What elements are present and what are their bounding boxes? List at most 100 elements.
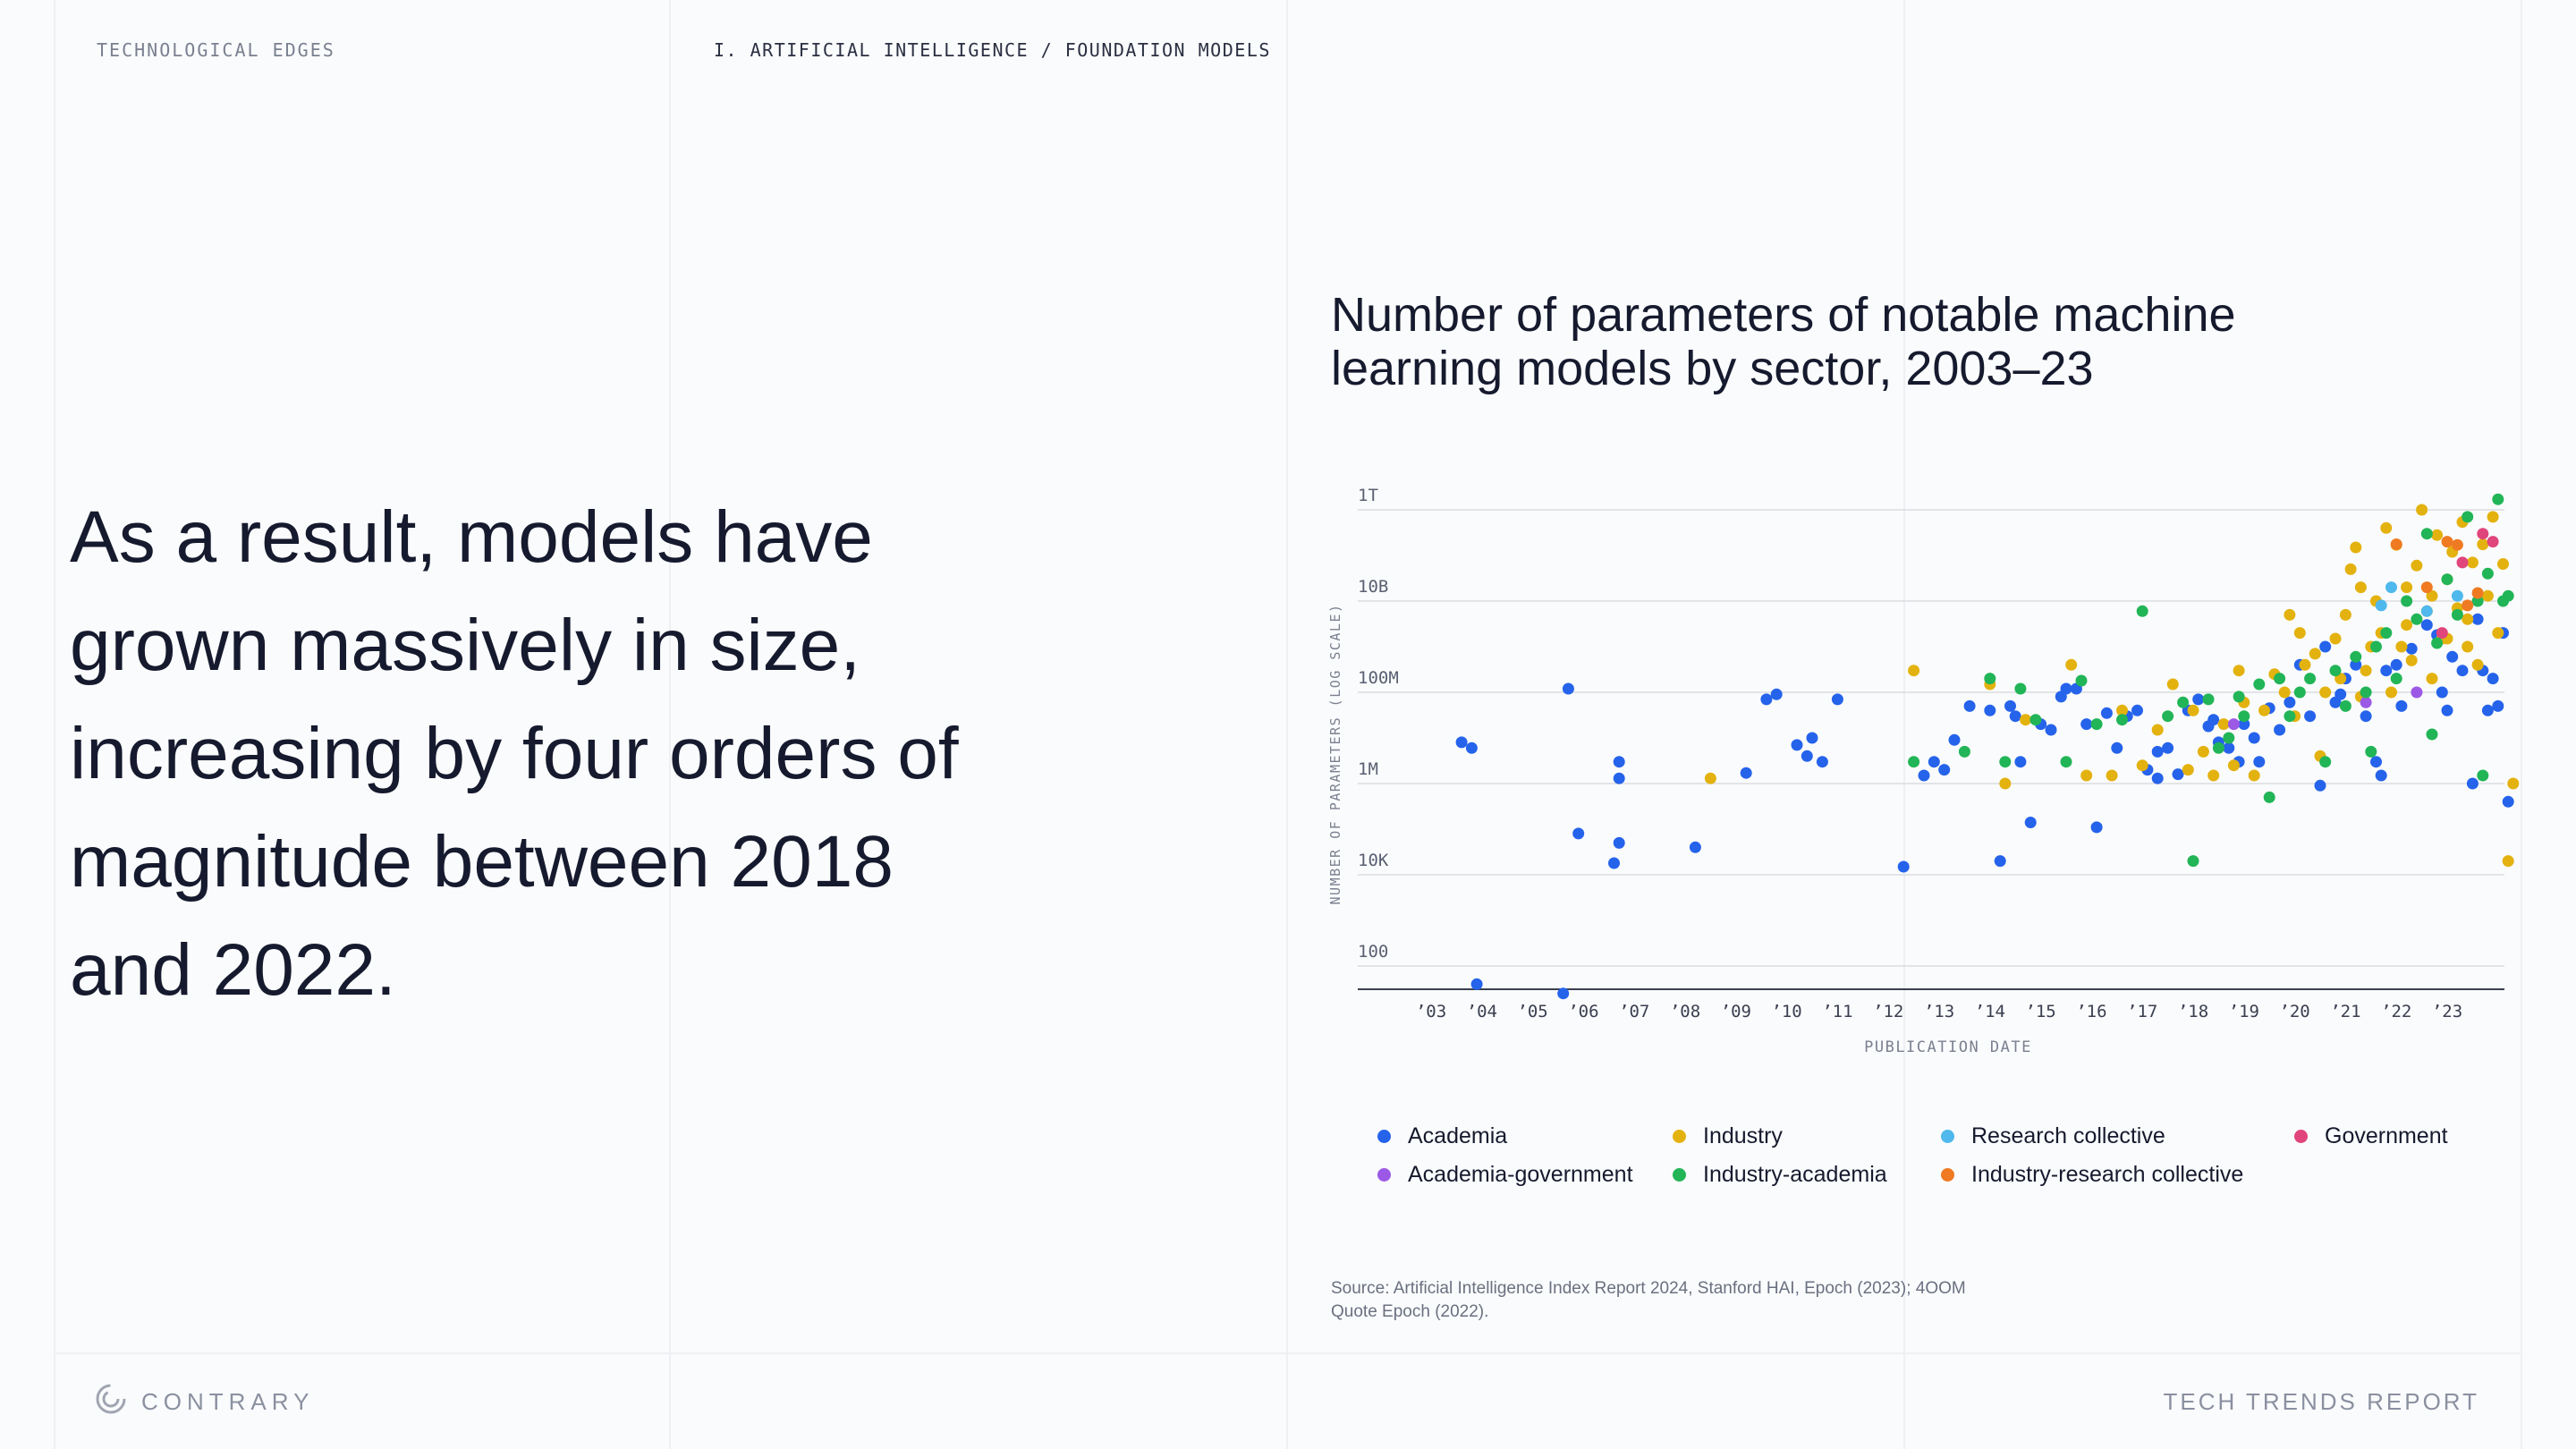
data-point-academia xyxy=(2131,704,2143,716)
legend-label: Industry-academia xyxy=(1703,1162,1887,1187)
report-name: TECH TRENDS REPORT xyxy=(2163,1388,2479,1415)
data-point-industry xyxy=(2136,759,2148,772)
data-point-industry xyxy=(2385,686,2397,699)
data-point-industry-academia xyxy=(1908,756,1920,768)
data-point-industry xyxy=(2217,718,2230,731)
data-point-industry xyxy=(2395,640,2408,653)
data-point-industry xyxy=(2462,613,2474,625)
legend-item: Academia xyxy=(1377,1123,1673,1149)
data-point-industry xyxy=(2293,627,2306,640)
breadcrumb: I. ARTIFICIAL INTELLIGENCE / FOUNDATION … xyxy=(714,39,1271,61)
data-point-academia xyxy=(2481,704,2494,716)
data-point-academia-government xyxy=(2411,686,2423,699)
data-point-academia xyxy=(2487,673,2499,685)
data-point-industry xyxy=(2471,658,2484,671)
data-point-academia xyxy=(1562,682,1574,695)
frame-line xyxy=(669,0,671,1449)
section-label: TECHNOLOGICAL EDGES xyxy=(97,39,335,61)
data-point-industry-academia xyxy=(2365,745,2377,758)
data-point-industry-academia xyxy=(2202,693,2215,706)
data-point-industry-academia xyxy=(2462,511,2474,523)
y-tick-label: 1M xyxy=(1358,759,1378,779)
data-point-academia xyxy=(1928,756,1940,768)
x-axis-label: PUBLICATION DATE xyxy=(1864,1038,2032,1056)
frame-line xyxy=(2521,0,2522,1449)
data-point-academia xyxy=(2172,768,2184,781)
data-point-industry-academia xyxy=(2471,595,2484,607)
data-point-industry-academia xyxy=(2090,718,2103,731)
legend-swatch xyxy=(1941,1130,1954,1143)
data-point-industry xyxy=(2401,619,2413,631)
data-point-academia xyxy=(2441,704,2453,716)
data-point-industry xyxy=(2278,686,2291,699)
legend-label: Research collective xyxy=(1971,1123,2165,1148)
data-point-industry xyxy=(2258,704,2270,716)
data-point-industry xyxy=(2284,608,2296,621)
data-point-industry-academia xyxy=(2502,589,2514,602)
x-tick-label: ’09 xyxy=(1721,1002,1751,1021)
data-point-industry xyxy=(2080,769,2093,782)
data-point-industry-academia xyxy=(2411,613,2423,625)
data-point-industry xyxy=(2116,704,2128,716)
data-point-industry xyxy=(2197,745,2209,758)
x-tick-label: ’21 xyxy=(2330,1002,2360,1021)
data-point-industry-academia xyxy=(2426,728,2438,741)
data-point-industry xyxy=(1908,665,1920,677)
data-point-academia xyxy=(2223,741,2235,754)
data-point-industry-academia xyxy=(2441,573,2453,586)
data-point-industry-academia xyxy=(2060,756,2072,768)
data-point-industry-academia xyxy=(2431,637,2444,649)
y-tick-label: 10B xyxy=(1358,577,1388,597)
data-point-academia xyxy=(1948,733,1961,746)
x-tick-label: ’08 xyxy=(1670,1002,1700,1021)
data-point-research-collective xyxy=(2420,605,2433,617)
data-point-industry xyxy=(2466,556,2479,569)
data-point-industry-academia xyxy=(2293,686,2306,699)
data-point-industry-academia xyxy=(2481,567,2494,580)
data-point-industry xyxy=(2319,686,2332,699)
data-point-industry-academia xyxy=(2075,674,2088,687)
footer-divider xyxy=(54,1352,2522,1354)
data-point-industry xyxy=(2492,627,2504,640)
data-point-industry-academia xyxy=(2253,678,2266,691)
data-point-academia xyxy=(2192,693,2205,706)
data-point-industry xyxy=(2401,581,2413,594)
data-point-academia xyxy=(2466,777,2479,790)
data-point-academia xyxy=(2100,707,2113,719)
data-point-industry xyxy=(2487,511,2499,523)
x-tick-label: ’20 xyxy=(2279,1002,2309,1021)
data-point-industry-academia xyxy=(2136,605,2148,617)
data-point-government xyxy=(2477,528,2489,540)
data-point-industry xyxy=(2431,529,2444,541)
data-point-academia xyxy=(2253,756,2266,768)
data-point-industry-academia xyxy=(1999,756,2012,768)
data-point-academia xyxy=(1831,693,1843,706)
data-point-industry xyxy=(2207,769,2220,782)
data-point-industry-academia xyxy=(2477,769,2489,782)
data-point-industry xyxy=(2233,665,2245,677)
data-point-industry xyxy=(2106,769,2118,782)
data-point-industry xyxy=(2299,658,2311,671)
data-point-industry xyxy=(2481,589,2494,602)
x-tick-label: ’15 xyxy=(2025,1002,2055,1021)
frame-line xyxy=(1286,0,1288,1449)
data-point-academia xyxy=(2456,665,2469,677)
data-point-academia xyxy=(1918,769,1930,782)
data-point-industry xyxy=(2344,563,2357,575)
chart-title: Number of parameters of notable machine … xyxy=(1331,288,2236,395)
data-point-academia xyxy=(2248,732,2260,744)
data-point-industry-research-collective xyxy=(2462,599,2474,612)
data-point-industry-academia xyxy=(2492,493,2504,505)
data-point-industry xyxy=(2426,673,2438,685)
data-point-industry-academia xyxy=(1958,745,1970,758)
data-point-industry-academia xyxy=(2390,673,2402,685)
data-point-academia-government xyxy=(2360,696,2372,708)
legend-swatch xyxy=(2294,1130,2308,1143)
data-point-industry-academia xyxy=(2304,673,2317,685)
data-point-academia xyxy=(2304,710,2317,723)
data-point-industry-academia xyxy=(2350,650,2362,663)
y-tick-label: 10K xyxy=(1358,851,1389,870)
data-point-industry xyxy=(2416,504,2428,516)
data-point-industry-academia xyxy=(2360,686,2372,699)
data-point-industry-academia xyxy=(2029,714,2042,726)
